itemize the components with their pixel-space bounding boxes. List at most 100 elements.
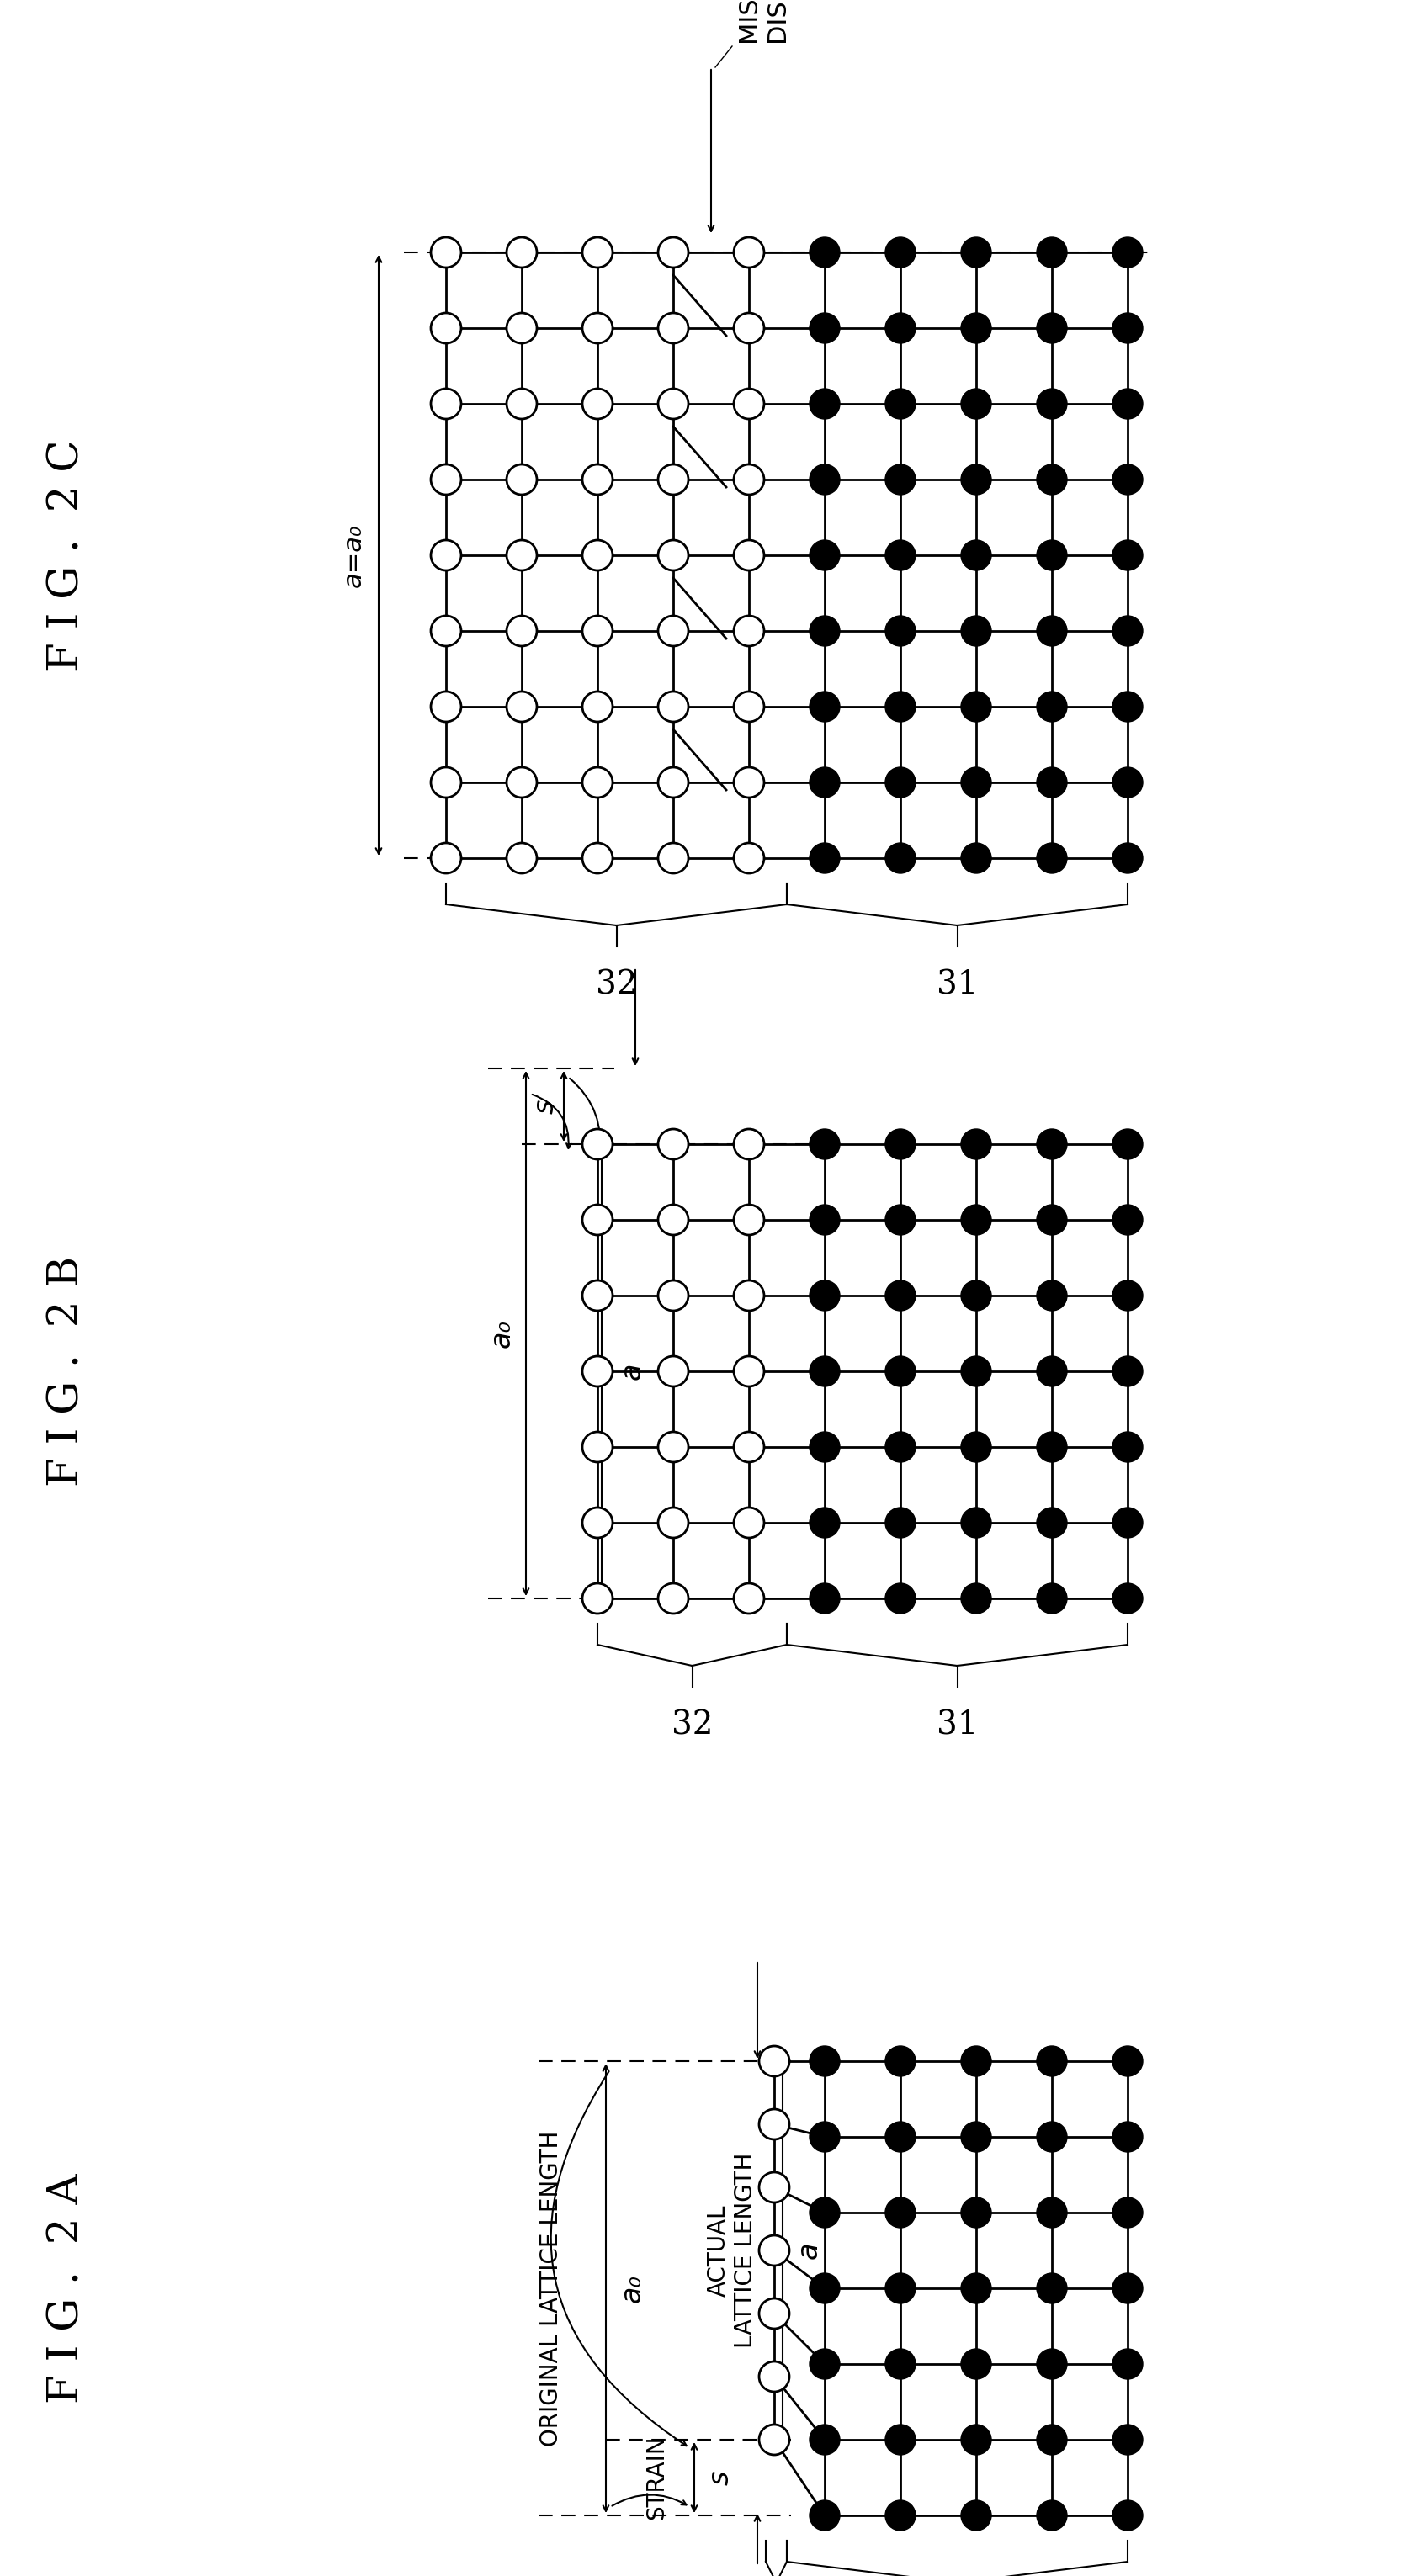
Circle shape bbox=[1113, 389, 1142, 420]
Circle shape bbox=[809, 1280, 840, 1311]
Circle shape bbox=[809, 1432, 840, 1463]
Circle shape bbox=[885, 1584, 916, 1613]
Circle shape bbox=[1037, 2197, 1067, 2228]
Circle shape bbox=[1037, 1584, 1067, 1613]
Circle shape bbox=[961, 1280, 992, 1311]
Circle shape bbox=[582, 464, 612, 495]
Circle shape bbox=[961, 616, 992, 647]
Circle shape bbox=[758, 2424, 789, 2455]
Circle shape bbox=[1037, 690, 1067, 721]
Circle shape bbox=[885, 690, 916, 721]
Circle shape bbox=[582, 768, 612, 799]
Circle shape bbox=[431, 541, 461, 569]
Text: ACTUAL
LATTICE LENGTH: ACTUAL LATTICE LENGTH bbox=[706, 2154, 757, 2349]
Text: a₀: a₀ bbox=[488, 1319, 516, 1347]
Circle shape bbox=[658, 616, 688, 647]
Text: F I G .  2 A: F I G . 2 A bbox=[46, 2174, 89, 2403]
Circle shape bbox=[1113, 1432, 1142, 1463]
Text: s: s bbox=[706, 2470, 734, 2486]
Circle shape bbox=[1037, 541, 1067, 569]
Circle shape bbox=[582, 842, 612, 873]
Circle shape bbox=[658, 1432, 688, 1463]
Circle shape bbox=[885, 2501, 916, 2530]
Circle shape bbox=[507, 312, 537, 343]
Circle shape bbox=[734, 464, 764, 495]
Circle shape bbox=[734, 842, 764, 873]
Circle shape bbox=[658, 541, 688, 569]
Circle shape bbox=[1113, 1584, 1142, 1613]
Circle shape bbox=[809, 237, 840, 268]
Circle shape bbox=[431, 312, 461, 343]
Circle shape bbox=[961, 2197, 992, 2228]
Circle shape bbox=[582, 312, 612, 343]
Circle shape bbox=[885, 2272, 916, 2303]
Circle shape bbox=[885, 237, 916, 268]
Circle shape bbox=[809, 541, 840, 569]
Circle shape bbox=[1037, 842, 1067, 873]
Circle shape bbox=[1113, 690, 1142, 721]
Circle shape bbox=[1113, 312, 1142, 343]
Circle shape bbox=[734, 1584, 764, 1613]
Circle shape bbox=[885, 464, 916, 495]
Circle shape bbox=[658, 464, 688, 495]
Circle shape bbox=[885, 1128, 916, 1159]
Circle shape bbox=[961, 2045, 992, 2076]
Circle shape bbox=[734, 1280, 764, 1311]
Circle shape bbox=[658, 237, 688, 268]
Circle shape bbox=[758, 2362, 789, 2391]
Circle shape bbox=[961, 1128, 992, 1159]
Circle shape bbox=[1037, 2123, 1067, 2151]
Circle shape bbox=[507, 690, 537, 721]
Circle shape bbox=[961, 768, 992, 799]
Circle shape bbox=[1113, 768, 1142, 799]
Circle shape bbox=[885, 768, 916, 799]
Circle shape bbox=[809, 690, 840, 721]
Circle shape bbox=[809, 768, 840, 799]
Circle shape bbox=[961, 2349, 992, 2380]
Circle shape bbox=[809, 1128, 840, 1159]
Circle shape bbox=[582, 1507, 612, 1538]
Circle shape bbox=[758, 2172, 789, 2202]
Circle shape bbox=[507, 464, 537, 495]
Circle shape bbox=[734, 237, 764, 268]
Circle shape bbox=[961, 1355, 992, 1386]
Circle shape bbox=[734, 690, 764, 721]
Text: 32: 32 bbox=[671, 1710, 713, 1741]
Circle shape bbox=[582, 690, 612, 721]
Circle shape bbox=[885, 2424, 916, 2455]
Circle shape bbox=[1037, 2424, 1067, 2455]
Circle shape bbox=[1113, 2197, 1142, 2228]
Circle shape bbox=[658, 1507, 688, 1538]
Circle shape bbox=[961, 464, 992, 495]
Text: STRAIN: STRAIN bbox=[644, 2434, 668, 2519]
Circle shape bbox=[1037, 389, 1067, 420]
Circle shape bbox=[582, 1432, 612, 1463]
Circle shape bbox=[658, 1280, 688, 1311]
Circle shape bbox=[582, 541, 612, 569]
Circle shape bbox=[582, 1280, 612, 1311]
Circle shape bbox=[507, 842, 537, 873]
Circle shape bbox=[734, 616, 764, 647]
Circle shape bbox=[507, 616, 537, 647]
Circle shape bbox=[582, 1584, 612, 1613]
Circle shape bbox=[809, 1355, 840, 1386]
Circle shape bbox=[961, 1206, 992, 1234]
Circle shape bbox=[758, 2236, 789, 2264]
Circle shape bbox=[961, 2123, 992, 2151]
Circle shape bbox=[1113, 2045, 1142, 2076]
Circle shape bbox=[658, 768, 688, 799]
Circle shape bbox=[658, 389, 688, 420]
Circle shape bbox=[507, 541, 537, 569]
Text: ORIGINAL LATTICE LENGTH: ORIGINAL LATTICE LENGTH bbox=[539, 2130, 563, 2447]
Circle shape bbox=[1037, 1355, 1067, 1386]
Circle shape bbox=[658, 1584, 688, 1613]
Circle shape bbox=[1113, 1507, 1142, 1538]
Circle shape bbox=[734, 312, 764, 343]
Circle shape bbox=[1037, 2045, 1067, 2076]
Circle shape bbox=[582, 1128, 612, 1159]
Text: s: s bbox=[532, 1100, 560, 1113]
Circle shape bbox=[961, 1584, 992, 1613]
Circle shape bbox=[1113, 1355, 1142, 1386]
Circle shape bbox=[885, 1206, 916, 1234]
Circle shape bbox=[658, 1206, 688, 1234]
